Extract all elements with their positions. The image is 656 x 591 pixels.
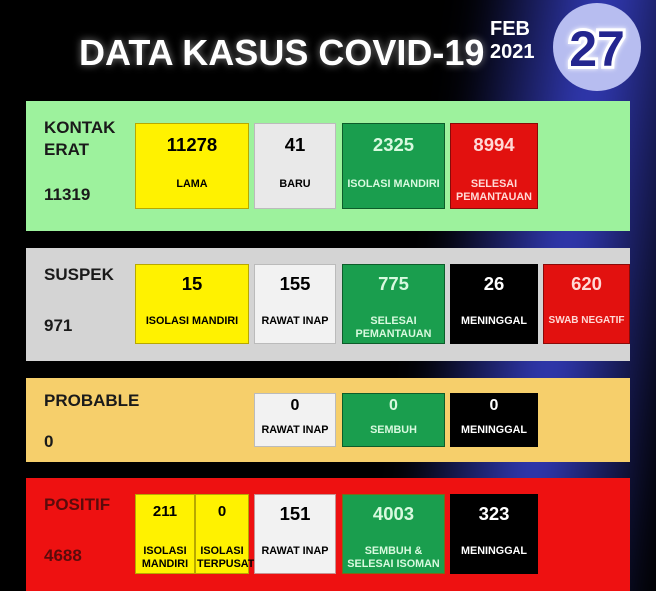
svg-text:27: 27 — [569, 21, 625, 77]
